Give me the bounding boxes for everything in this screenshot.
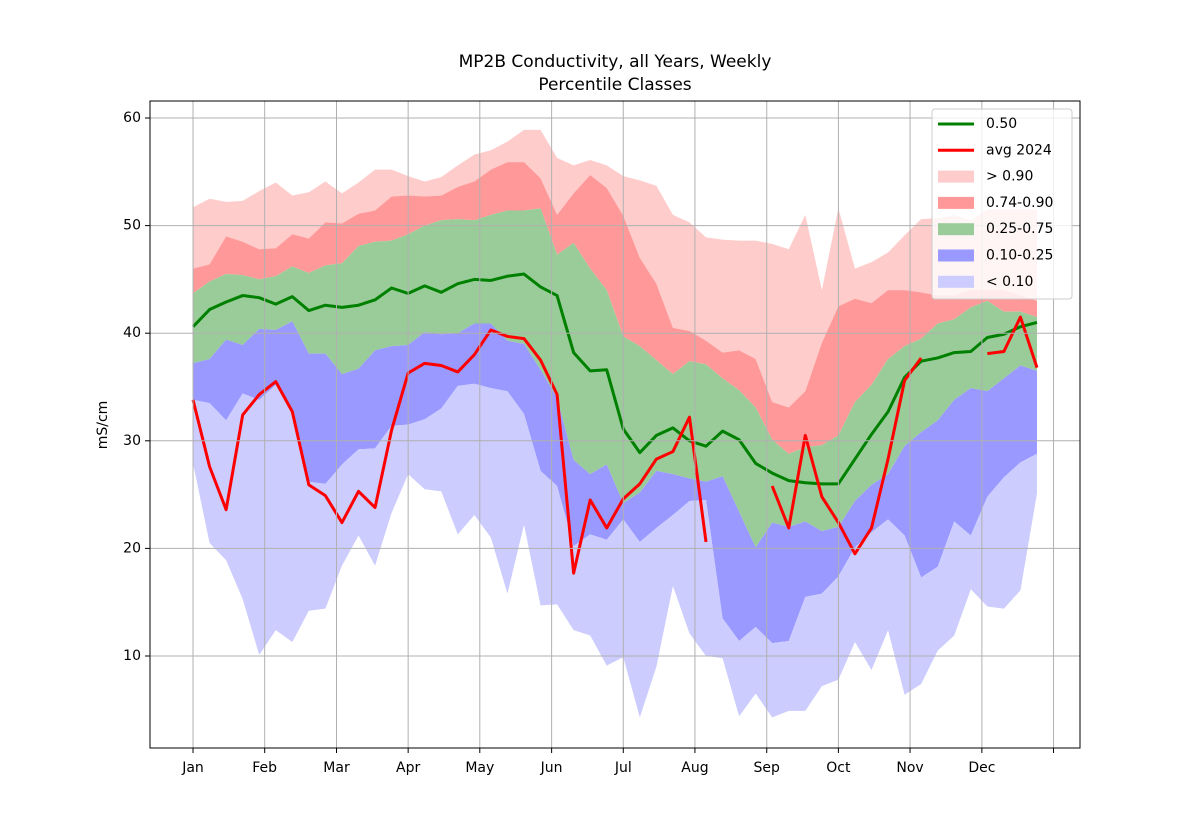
legend-label: 0.50: [986, 116, 1017, 132]
x-tick-label: Feb: [252, 760, 277, 776]
x-tick-label: Sep: [754, 760, 781, 776]
plot-area: 10 20 30 40 50 60 Jan Feb Mar Apr May Jun Jul Aug Sep O…: [123, 100, 1081, 776]
x-tick-label: Aug: [681, 760, 708, 776]
legend-label: 0.25-0.75: [986, 221, 1053, 237]
x-tick-label: Nov: [896, 760, 923, 776]
y-tick-label: 40: [123, 325, 141, 341]
line: [191, 315, 1039, 575]
band: [193, 129, 1037, 408]
band: [193, 383, 1037, 718]
band: [193, 162, 1037, 454]
x-tick-label: Jan: [181, 760, 204, 776]
x-tick-label: Mar: [323, 760, 350, 776]
chart-title: MP2B Conductivity, all Years, Weekly: [459, 52, 772, 72]
y-tick-label: 20: [123, 540, 141, 556]
legend-swatch: [938, 223, 974, 236]
legend-swatch: [938, 275, 974, 288]
x-tick-label: Dec: [968, 760, 995, 776]
legend-swatch: [938, 249, 974, 262]
y-axis-label: mS/cm: [95, 401, 111, 450]
legend-swatch: [938, 170, 974, 183]
y-tick-label: 30: [123, 433, 141, 449]
y-tick-label: 50: [123, 218, 141, 234]
legend-label: < 0.10: [986, 274, 1033, 290]
legend: 0.50 avg 2024 > 0.90 0.74-0.90 0.25-0.75 0.10…: [931, 108, 1073, 300]
legend-label: 0.74-0.90: [986, 195, 1053, 211]
band: [193, 321, 1037, 644]
axes-frame: [149, 100, 1081, 749]
line: [191, 272, 1038, 486]
x-tick-label: Jun: [540, 760, 563, 776]
x-tick-label: Oct: [826, 760, 851, 776]
y-tick-label: 10: [123, 648, 141, 664]
x-tick-label: May: [465, 760, 494, 776]
legend-label: > 0.90: [986, 169, 1033, 185]
x-tick-label: Apr: [396, 760, 420, 776]
legend-swatch: [938, 196, 974, 209]
legend-label: 0.10-0.25: [986, 248, 1053, 264]
chart-subtitle: Percentile Classes: [538, 75, 691, 95]
series-layer: [191, 129, 1039, 718]
y-tick-label: 60: [123, 110, 141, 126]
x-tick-label: Jul: [614, 760, 632, 776]
legend-label: avg 2024: [986, 142, 1052, 158]
